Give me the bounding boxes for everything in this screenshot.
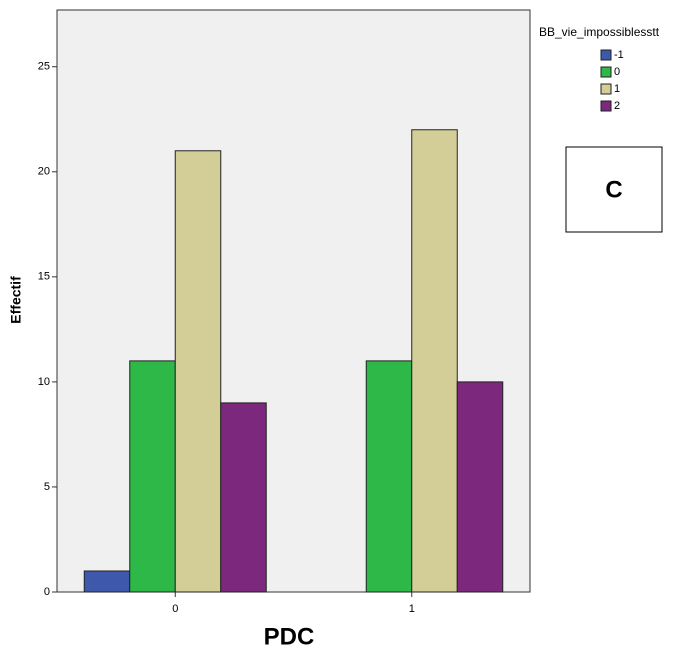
- legend-swatch: [600, 49, 612, 61]
- legend-label: 2: [614, 100, 620, 112]
- y-axis-label: Effectif: [8, 276, 24, 324]
- legend-label: 1: [614, 83, 620, 95]
- legend-label: -1: [614, 49, 624, 61]
- x-tick-label: 1: [409, 603, 415, 615]
- annotation: C: [605, 176, 622, 203]
- legend-swatch: [600, 83, 612, 95]
- annotation-box: [565, 146, 663, 233]
- bar: [83, 570, 131, 593]
- bar: [456, 381, 504, 593]
- y-tick-label: 20: [38, 166, 50, 178]
- legend-label: 0: [614, 66, 620, 78]
- bar: [174, 150, 222, 593]
- y-tick-label: 15: [38, 271, 50, 283]
- y-tick-label: 0: [44, 586, 50, 598]
- bar: [411, 129, 458, 593]
- bar: [220, 402, 267, 593]
- y-tick-label: 10: [38, 376, 50, 388]
- legend-title: BB_vie_impossiblesstt: [539, 25, 660, 39]
- x-tick-label: 0: [172, 603, 178, 615]
- bar: [365, 360, 413, 593]
- x-axis-label: PDC: [264, 623, 315, 650]
- legend-swatch: [600, 66, 612, 78]
- bar: [129, 360, 176, 593]
- y-tick-label: 5: [44, 481, 50, 493]
- legend-swatch: [600, 100, 612, 112]
- y-tick-label: 25: [38, 61, 50, 73]
